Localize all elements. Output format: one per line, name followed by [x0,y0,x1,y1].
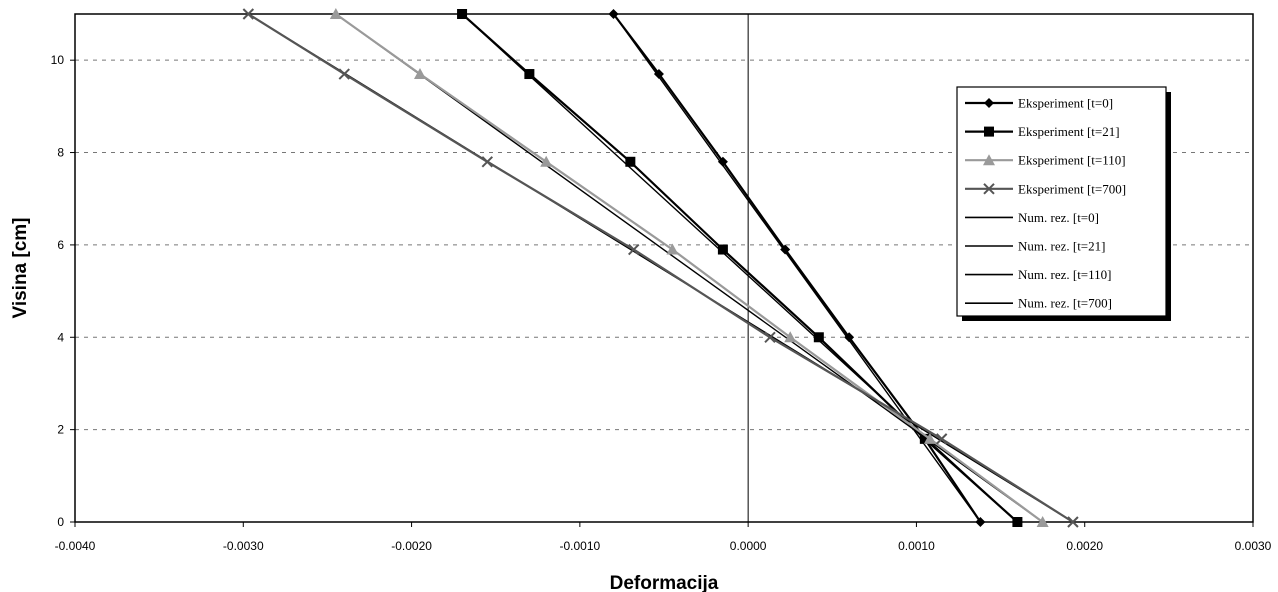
data-point-diamond [975,517,986,527]
data-point-triangle [540,155,553,167]
data-point-square [625,156,636,167]
data-point-x [242,8,255,20]
data-point-x [935,433,948,445]
data-point-triangle [1036,516,1049,527]
data-point-x [983,183,995,195]
data-point-x [481,156,494,168]
x-tick-label: 0.0030 [1235,539,1272,553]
series-line [612,13,981,523]
data-point-diamond [780,244,791,255]
data-point-x [764,331,776,343]
data-point-diamond [608,9,619,19]
data-point-triangle [923,432,936,444]
data-point-triangle [983,154,995,166]
series-2 [329,8,1049,527]
x-axis-title: Deformacija [610,573,719,592]
legend-entry: Num. rez. [t=700] [965,296,1112,311]
data-point-x [628,243,640,256]
y-tick-label: 8 [57,146,64,160]
legend-entry: Num. rez. [t=21] [965,239,1105,254]
y-tick-label: 2 [57,423,64,437]
legend-label: Eksperiment [t=700] [1018,181,1126,196]
data-point-triangle [784,331,797,343]
legend-label: Eksperiment [t=21] [1018,124,1120,139]
data-point-diamond [653,69,664,80]
x-tick-label: -0.0020 [391,539,432,553]
tick-labels: -0.0040 -0.0030 -0.0020 -0.0010 0.0000 0.0010… [51,53,1272,553]
legend-entry: Eksperiment [t=0] [965,96,1113,111]
series-4 [612,13,981,523]
x-tick-label: -0.0010 [560,539,601,553]
data-point-square [717,244,728,255]
y-tick-label: 10 [51,53,65,67]
axes [70,13,1254,527]
legend-entry: Eksperiment [t=21] [965,124,1120,139]
x-tick-label: -0.0040 [55,539,96,553]
legend: Eksperiment [t=0] Eksperiment [t=21] Ekspe… [956,86,1171,321]
legend-box [956,86,1167,317]
y-tick-label: 4 [57,330,64,344]
data-point-diamond [717,156,728,167]
x-tick-label: 0.0000 [730,539,767,553]
y-tick-label: 6 [57,238,64,252]
legend-entry: Eksperiment [t=110] [965,153,1126,168]
data-point-diamond [844,332,855,343]
legend-label: Num. rez. [t=0] [1018,210,1099,225]
data-point-square [1012,517,1023,527]
series-layer [242,8,1079,528]
y-tick-label: 0 [57,515,64,529]
legend-label: Eksperiment [t=0] [1018,96,1113,111]
data-point-square [524,69,535,80]
data-point-square [813,332,824,343]
legend-entry: Num. rez. [t=0] [965,210,1099,225]
data-point-triangle [329,8,342,19]
data-point-triangle [413,68,426,80]
x-tick-label: 0.0010 [898,539,935,553]
x-tick-label: -0.0030 [223,539,264,553]
data-point-square [919,433,930,444]
data-point-x [338,68,350,80]
x-tick-label: 0.0020 [1066,539,1103,553]
legend-entry: Num. rez. [t=110] [965,267,1112,282]
plot-frame [74,13,1254,523]
data-point-triangle [666,243,679,255]
series-3 [242,8,1079,528]
legend-label: Eksperiment [t=110] [1018,153,1126,168]
legend-label: Num. rez. [t=110] [1018,267,1112,282]
legend-entry: Eksperiment [t=700] [965,181,1126,196]
legend-label: Num. rez. [t=21] [1018,239,1105,254]
y-axis-title: Visina [cm] [10,217,31,318]
series-1 [457,9,1023,527]
data-point-square [457,9,468,19]
data-point-square [984,126,994,137]
legend-label: Num. rez. [t=700] [1018,296,1112,311]
data-point-x [1067,516,1079,528]
data-point-diamond [984,98,994,108]
